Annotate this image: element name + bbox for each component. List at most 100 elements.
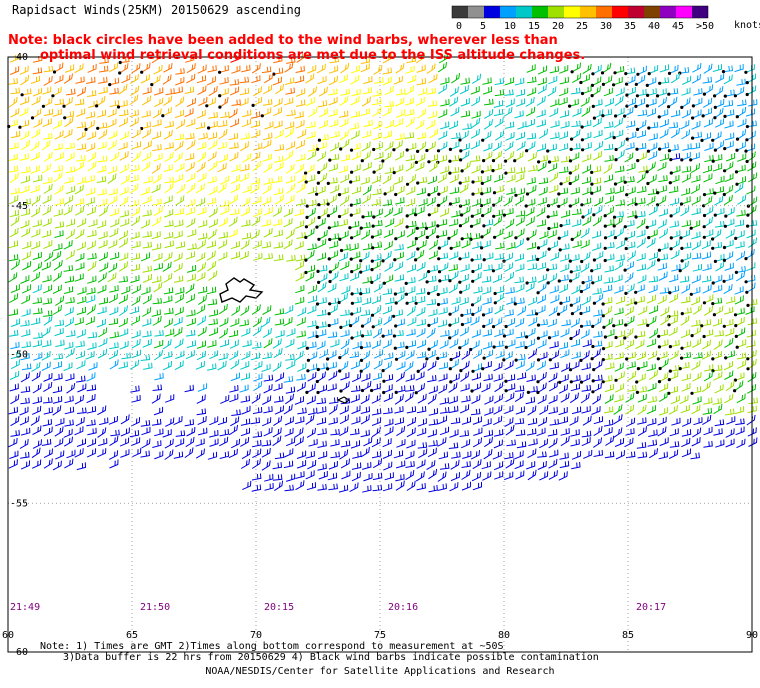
wind-barb bbox=[735, 250, 746, 261]
wind-barb bbox=[207, 151, 217, 162]
wind-barb bbox=[351, 385, 361, 392]
wind-barb bbox=[151, 131, 162, 140]
wind-barb bbox=[451, 210, 461, 218]
wind-barb bbox=[448, 317, 459, 327]
wind-barb bbox=[549, 184, 559, 194]
wind-barb bbox=[428, 485, 438, 493]
wind-barb bbox=[363, 119, 373, 128]
wind-barb bbox=[459, 84, 469, 95]
wind-barb bbox=[702, 284, 712, 294]
wind-barb bbox=[381, 360, 392, 373]
wind-barb bbox=[54, 327, 64, 337]
wind-barb bbox=[712, 64, 723, 72]
wind-barb bbox=[415, 287, 426, 295]
wind-barb bbox=[470, 128, 480, 139]
wind-barb bbox=[219, 429, 230, 437]
wind-barb bbox=[305, 97, 315, 107]
wind-barb bbox=[681, 382, 691, 392]
wind-barb bbox=[559, 452, 569, 460]
wind-barb bbox=[230, 438, 241, 449]
wind-barb bbox=[504, 405, 514, 414]
wind-barb bbox=[297, 340, 307, 350]
wind-barb bbox=[140, 62, 151, 74]
wind-barb bbox=[328, 109, 338, 117]
wind-barb bbox=[593, 416, 604, 425]
wind-barb bbox=[186, 183, 196, 194]
wind-barb bbox=[657, 219, 667, 229]
wind-barb bbox=[405, 154, 416, 162]
wind-barb bbox=[536, 95, 546, 106]
wind-barb bbox=[316, 362, 328, 372]
wind-barb bbox=[305, 341, 317, 350]
wind-barb bbox=[416, 351, 427, 359]
wind-barb bbox=[164, 176, 174, 184]
wind-barb bbox=[74, 273, 84, 282]
wind-barb bbox=[524, 338, 535, 350]
wind-barb bbox=[350, 96, 360, 106]
wind-barb bbox=[307, 459, 317, 470]
wind-barb bbox=[286, 56, 296, 64]
wind-barb bbox=[53, 208, 63, 217]
wind-barb bbox=[54, 426, 64, 437]
wind-barb bbox=[76, 218, 87, 228]
wind-barb bbox=[603, 419, 614, 427]
wind-barb bbox=[505, 287, 515, 294]
wind-barb bbox=[263, 427, 273, 437]
wind-barb bbox=[505, 271, 515, 283]
wind-barb bbox=[363, 436, 373, 447]
wind-barb bbox=[88, 219, 98, 228]
wind-barb bbox=[472, 416, 482, 425]
wind-barb bbox=[735, 106, 747, 119]
colorbar-swatch bbox=[484, 6, 500, 18]
wind-barb bbox=[240, 395, 251, 403]
wind-barb bbox=[207, 340, 217, 348]
wind-barb bbox=[154, 87, 164, 96]
wind-barb bbox=[175, 350, 185, 360]
wind-barb bbox=[131, 215, 140, 227]
wind-barb bbox=[648, 133, 658, 141]
wind-barb bbox=[373, 349, 384, 359]
wind-barb bbox=[449, 173, 459, 184]
wind-barb bbox=[328, 417, 338, 425]
wind-barb bbox=[231, 65, 241, 74]
wind-barb bbox=[108, 187, 118, 196]
wind-barb bbox=[582, 153, 592, 163]
wind-barb bbox=[603, 253, 615, 263]
wind-barb bbox=[373, 282, 383, 293]
wind-barb bbox=[296, 183, 306, 194]
wind-barb bbox=[636, 263, 647, 272]
wind-barb bbox=[195, 438, 205, 447]
wind-barb bbox=[667, 64, 679, 75]
wind-barb bbox=[330, 428, 340, 436]
wind-barb bbox=[173, 252, 183, 262]
wind-barb bbox=[307, 372, 317, 382]
wind-barb bbox=[65, 166, 76, 174]
wind-barb bbox=[152, 144, 162, 152]
wind-barb bbox=[152, 173, 162, 184]
wind-barb bbox=[87, 229, 97, 238]
wind-barb bbox=[528, 348, 538, 360]
wind-barb bbox=[340, 260, 350, 271]
wind-barb bbox=[131, 240, 141, 249]
wind-barb bbox=[316, 397, 327, 405]
wind-barb bbox=[449, 251, 459, 260]
wind-barb bbox=[746, 205, 757, 217]
wind-barb bbox=[506, 439, 516, 447]
wind-barb bbox=[528, 316, 538, 327]
colorbar-swatch bbox=[532, 6, 548, 18]
wind-barb bbox=[418, 198, 428, 207]
wind-barb bbox=[681, 429, 692, 437]
wind-barb bbox=[404, 85, 415, 96]
wind-barb bbox=[626, 162, 636, 172]
wind-barb bbox=[471, 394, 481, 404]
wind-barb bbox=[450, 472, 460, 482]
wind-barb bbox=[581, 164, 592, 174]
wind-barb bbox=[395, 63, 405, 74]
wind-barb bbox=[627, 371, 637, 382]
wind-barb bbox=[43, 183, 53, 194]
wind-barb bbox=[646, 405, 657, 415]
wind-barb bbox=[64, 64, 75, 73]
wind-barb bbox=[725, 327, 735, 337]
wind-barb bbox=[725, 408, 735, 416]
wind-barb bbox=[425, 349, 436, 361]
